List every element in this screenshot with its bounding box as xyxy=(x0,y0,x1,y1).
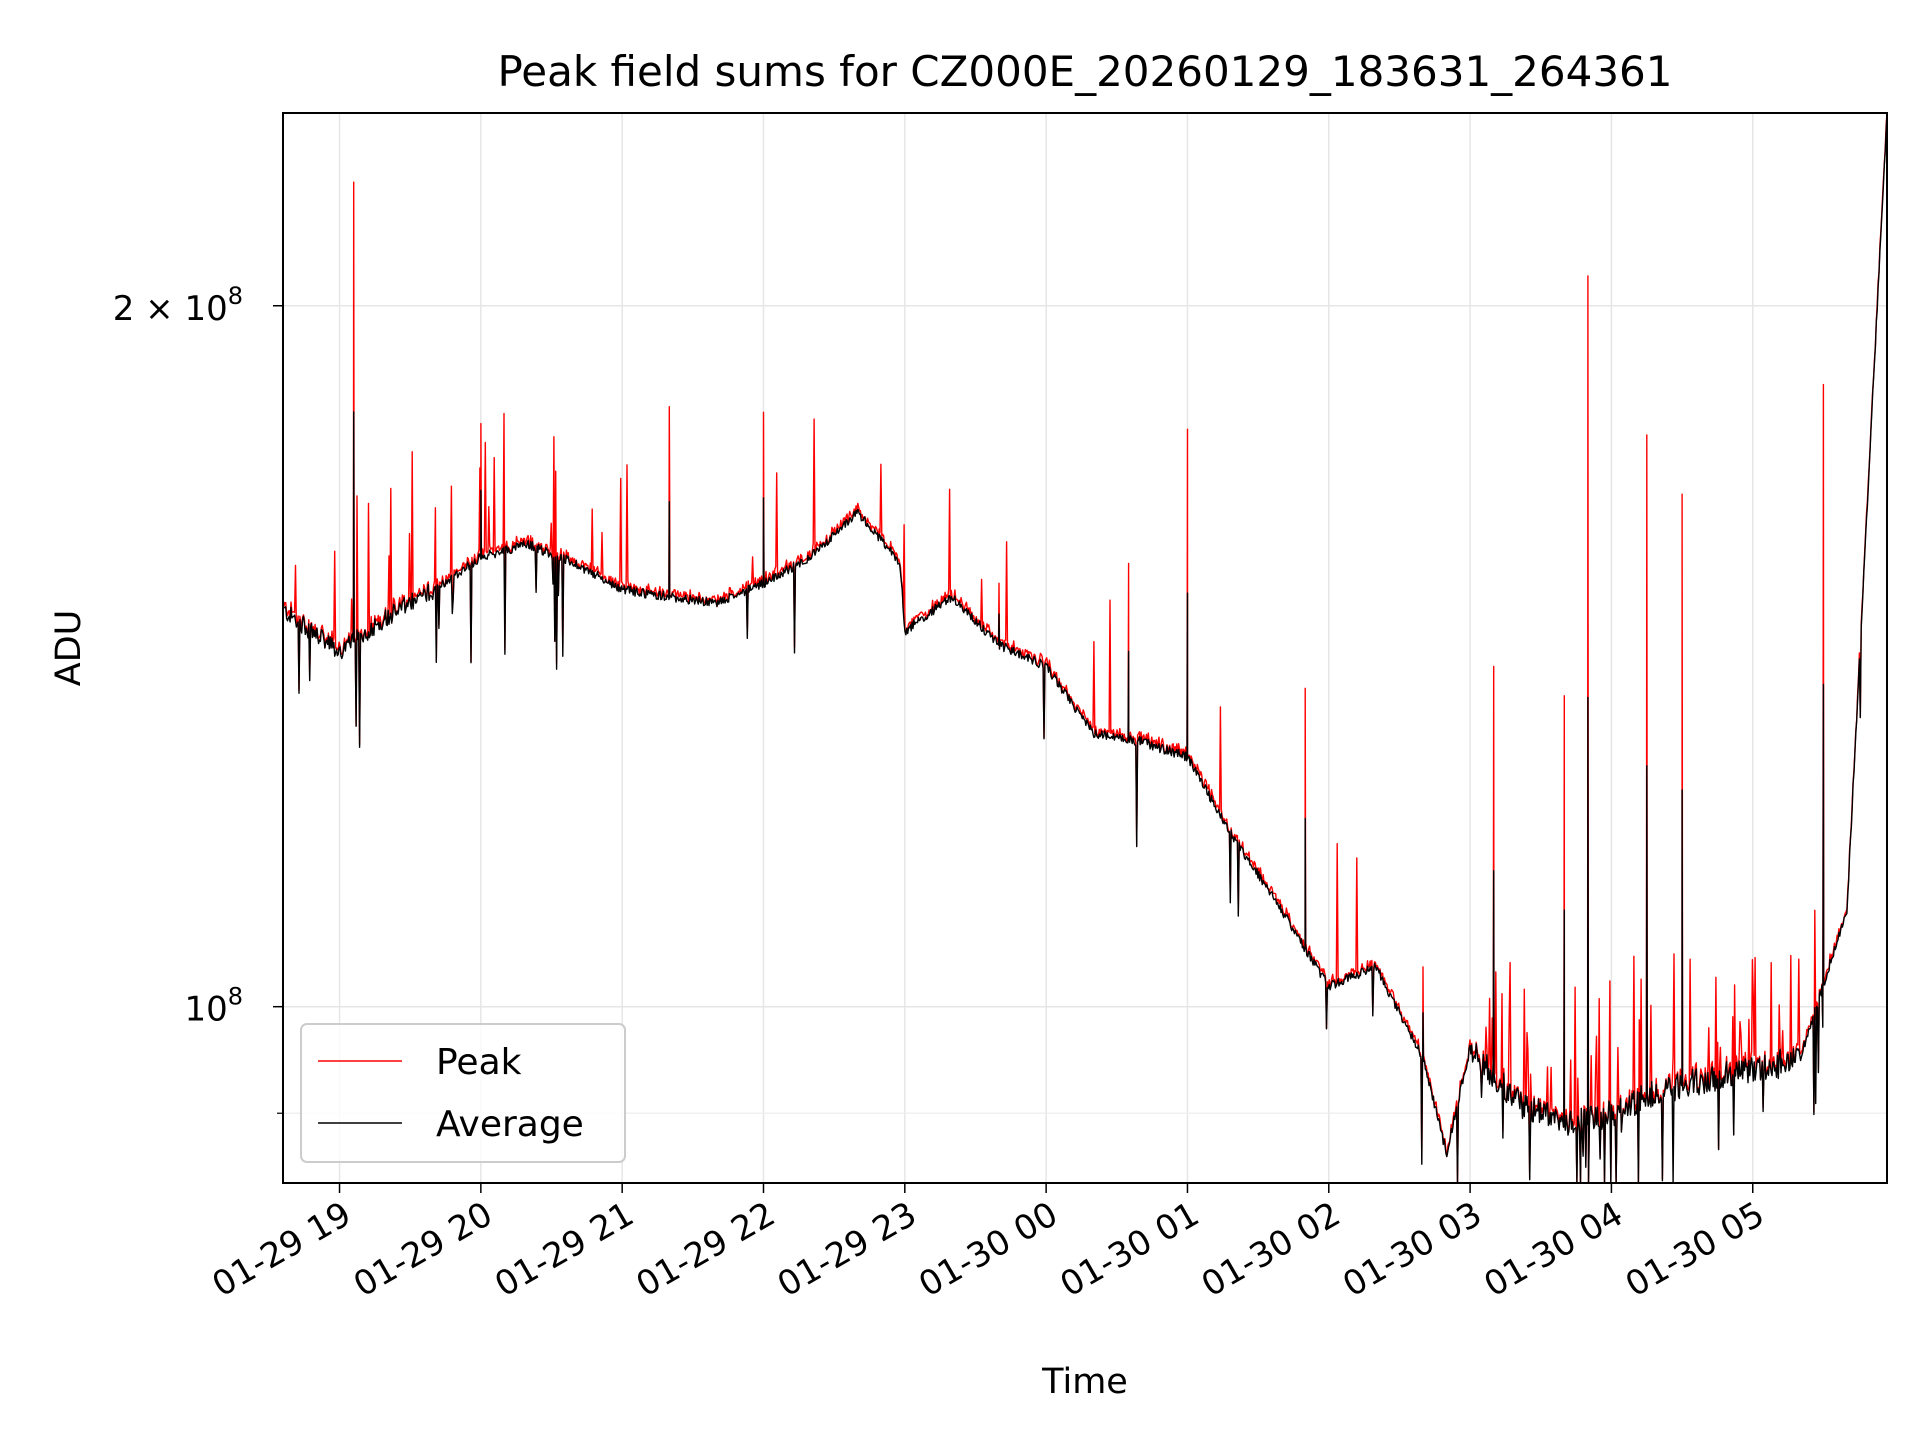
x-axis-label: Time xyxy=(1041,1362,1128,1402)
y-tick-label: 108 xyxy=(184,983,243,1030)
y-tick-exponent: 8 xyxy=(228,983,243,1011)
y-axis-label: ADU xyxy=(49,610,89,687)
y-tick-exponent: 8 xyxy=(228,282,243,310)
legend: Peak Average xyxy=(300,1023,626,1163)
series-lines xyxy=(282,112,1888,1184)
y-tick-base: 2 × 10 xyxy=(113,289,228,329)
chart-title: Peak field sums for CZ000E_20260129_1836… xyxy=(497,47,1672,96)
plot-frame xyxy=(282,112,1888,1184)
y-tick-label: 2 × 108 xyxy=(113,282,243,329)
legend-label-average: Average xyxy=(436,1104,584,1145)
series-line-average xyxy=(282,112,1888,1184)
legend-box xyxy=(300,1023,626,1163)
y-tick-base: 10 xyxy=(184,990,227,1030)
legend-label-peak: Peak xyxy=(436,1042,522,1083)
